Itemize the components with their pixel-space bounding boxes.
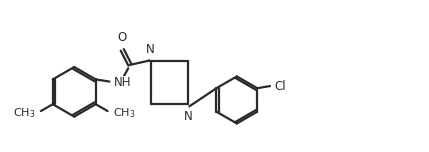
Text: N: N bbox=[146, 43, 155, 56]
Text: N: N bbox=[184, 110, 193, 123]
Text: CH$_3$: CH$_3$ bbox=[113, 106, 135, 120]
Text: CH$_3$: CH$_3$ bbox=[13, 106, 36, 120]
Text: Cl: Cl bbox=[274, 79, 286, 93]
Text: NH: NH bbox=[114, 76, 131, 89]
Text: O: O bbox=[118, 31, 127, 44]
